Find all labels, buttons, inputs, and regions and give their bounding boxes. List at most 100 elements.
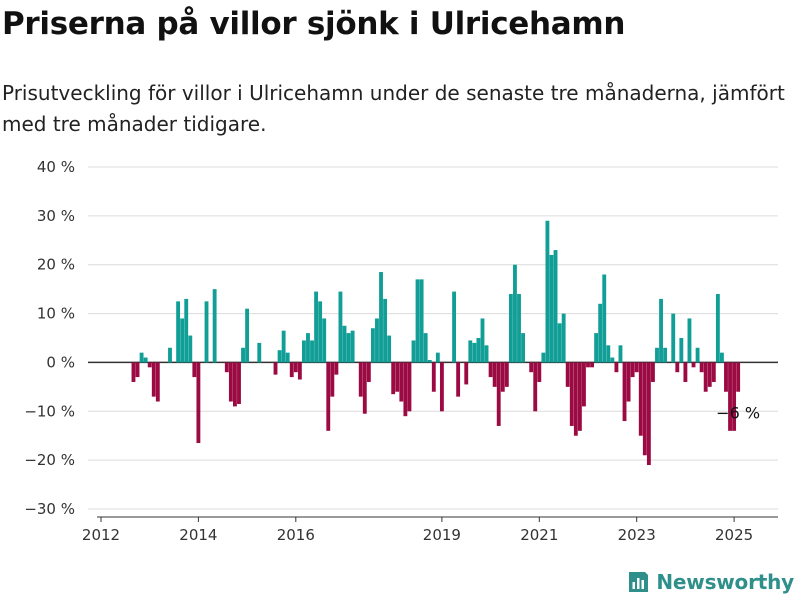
- bar: [383, 298, 388, 363]
- bar: [439, 362, 444, 412]
- bar: [703, 362, 708, 392]
- x-tick-label: 2016: [277, 526, 315, 544]
- bar: [622, 362, 627, 422]
- bar: [415, 279, 420, 363]
- bar: [513, 264, 517, 363]
- bar: [350, 330, 355, 363]
- bar: [642, 362, 647, 456]
- annotation-label: −6 %: [716, 404, 760, 423]
- bar: [188, 335, 193, 363]
- bar: [419, 279, 424, 363]
- chart-title: Priserna på villor sjönk i Ulricehamn: [2, 6, 626, 42]
- bar: [342, 325, 347, 363]
- y-tick-label: −30 %: [24, 500, 75, 518]
- bar: [297, 362, 302, 380]
- bar: [204, 301, 209, 363]
- bar: [720, 352, 724, 363]
- bar: [488, 362, 493, 378]
- bar: [715, 294, 720, 363]
- bar: [184, 298, 189, 363]
- bar: [346, 333, 351, 363]
- bar: [537, 362, 542, 382]
- bar: [293, 362, 298, 373]
- bar: [245, 308, 250, 363]
- bar: [679, 338, 684, 363]
- bar: [176, 301, 181, 363]
- bar: [663, 347, 668, 363]
- bar: [131, 362, 136, 382]
- bar: [492, 362, 497, 387]
- bar: [549, 254, 554, 363]
- bar: [362, 362, 367, 414]
- x-tick-label: 2025: [715, 526, 753, 544]
- bar: [135, 362, 140, 378]
- bar: [582, 362, 586, 407]
- bar: [695, 347, 700, 363]
- bar: [545, 220, 550, 363]
- bar: [655, 347, 659, 363]
- bar: [237, 362, 241, 404]
- bar: [646, 362, 651, 466]
- x-tick-label: 2023: [618, 526, 656, 544]
- newsworthy-logo-icon: [629, 572, 649, 592]
- bar: [192, 362, 197, 378]
- bar: [553, 250, 558, 363]
- bar: [577, 362, 582, 431]
- bar: [375, 318, 379, 363]
- bar: [423, 333, 428, 363]
- x-tick-label: 2012: [82, 526, 120, 544]
- bar: [241, 347, 245, 363]
- bar: [573, 362, 578, 436]
- bar: [504, 362, 509, 387]
- y-tick-label: −20 %: [24, 451, 75, 469]
- bar: [614, 362, 619, 373]
- bar: [391, 362, 396, 395]
- bar: [387, 335, 392, 363]
- x-axis: 2012 2014 2016 2019 2021 2023 2025: [82, 516, 778, 544]
- bar: [484, 345, 489, 363]
- bar: [427, 359, 432, 363]
- bar: [606, 345, 611, 363]
- bar: [147, 362, 152, 368]
- bar: [602, 274, 607, 363]
- bar: [594, 333, 599, 363]
- bar: [285, 352, 290, 363]
- y-tick-label: 30 %: [37, 207, 75, 225]
- bar: [500, 362, 505, 392]
- bar: [370, 328, 375, 363]
- y-tick-label: 40 %: [37, 158, 75, 176]
- bar: [431, 362, 436, 392]
- gridlines: [88, 166, 778, 510]
- bar: [318, 301, 323, 363]
- bar: [541, 352, 546, 363]
- bar: [407, 362, 412, 412]
- bar: [565, 362, 570, 387]
- bar: [301, 340, 306, 363]
- bar: [691, 362, 696, 368]
- bar: [277, 350, 282, 363]
- bar: [322, 318, 327, 363]
- bar: [310, 340, 314, 363]
- bar: [711, 362, 716, 382]
- bar: [659, 298, 663, 363]
- y-tick-label: −10 %: [24, 402, 75, 420]
- bar: [395, 362, 400, 392]
- bar: [366, 362, 371, 382]
- bar: [610, 357, 615, 363]
- bar: [155, 362, 160, 402]
- bar: [736, 362, 741, 392]
- bar: [180, 318, 185, 363]
- bar: [306, 333, 310, 363]
- bar: [634, 362, 639, 373]
- bar: [586, 362, 590, 368]
- bar: [626, 362, 631, 402]
- bar: [456, 362, 461, 397]
- bar: [233, 362, 237, 407]
- price-change-bar-chart: −30 %−20 %−10 %0 %10 %20 %30 %40 % 2012 2…: [24, 158, 778, 544]
- bar: [468, 340, 473, 363]
- bar: [281, 330, 286, 363]
- bar: [529, 362, 534, 373]
- bar: [273, 362, 278, 375]
- bar: [151, 362, 156, 397]
- x-tick-label: 2021: [520, 526, 558, 544]
